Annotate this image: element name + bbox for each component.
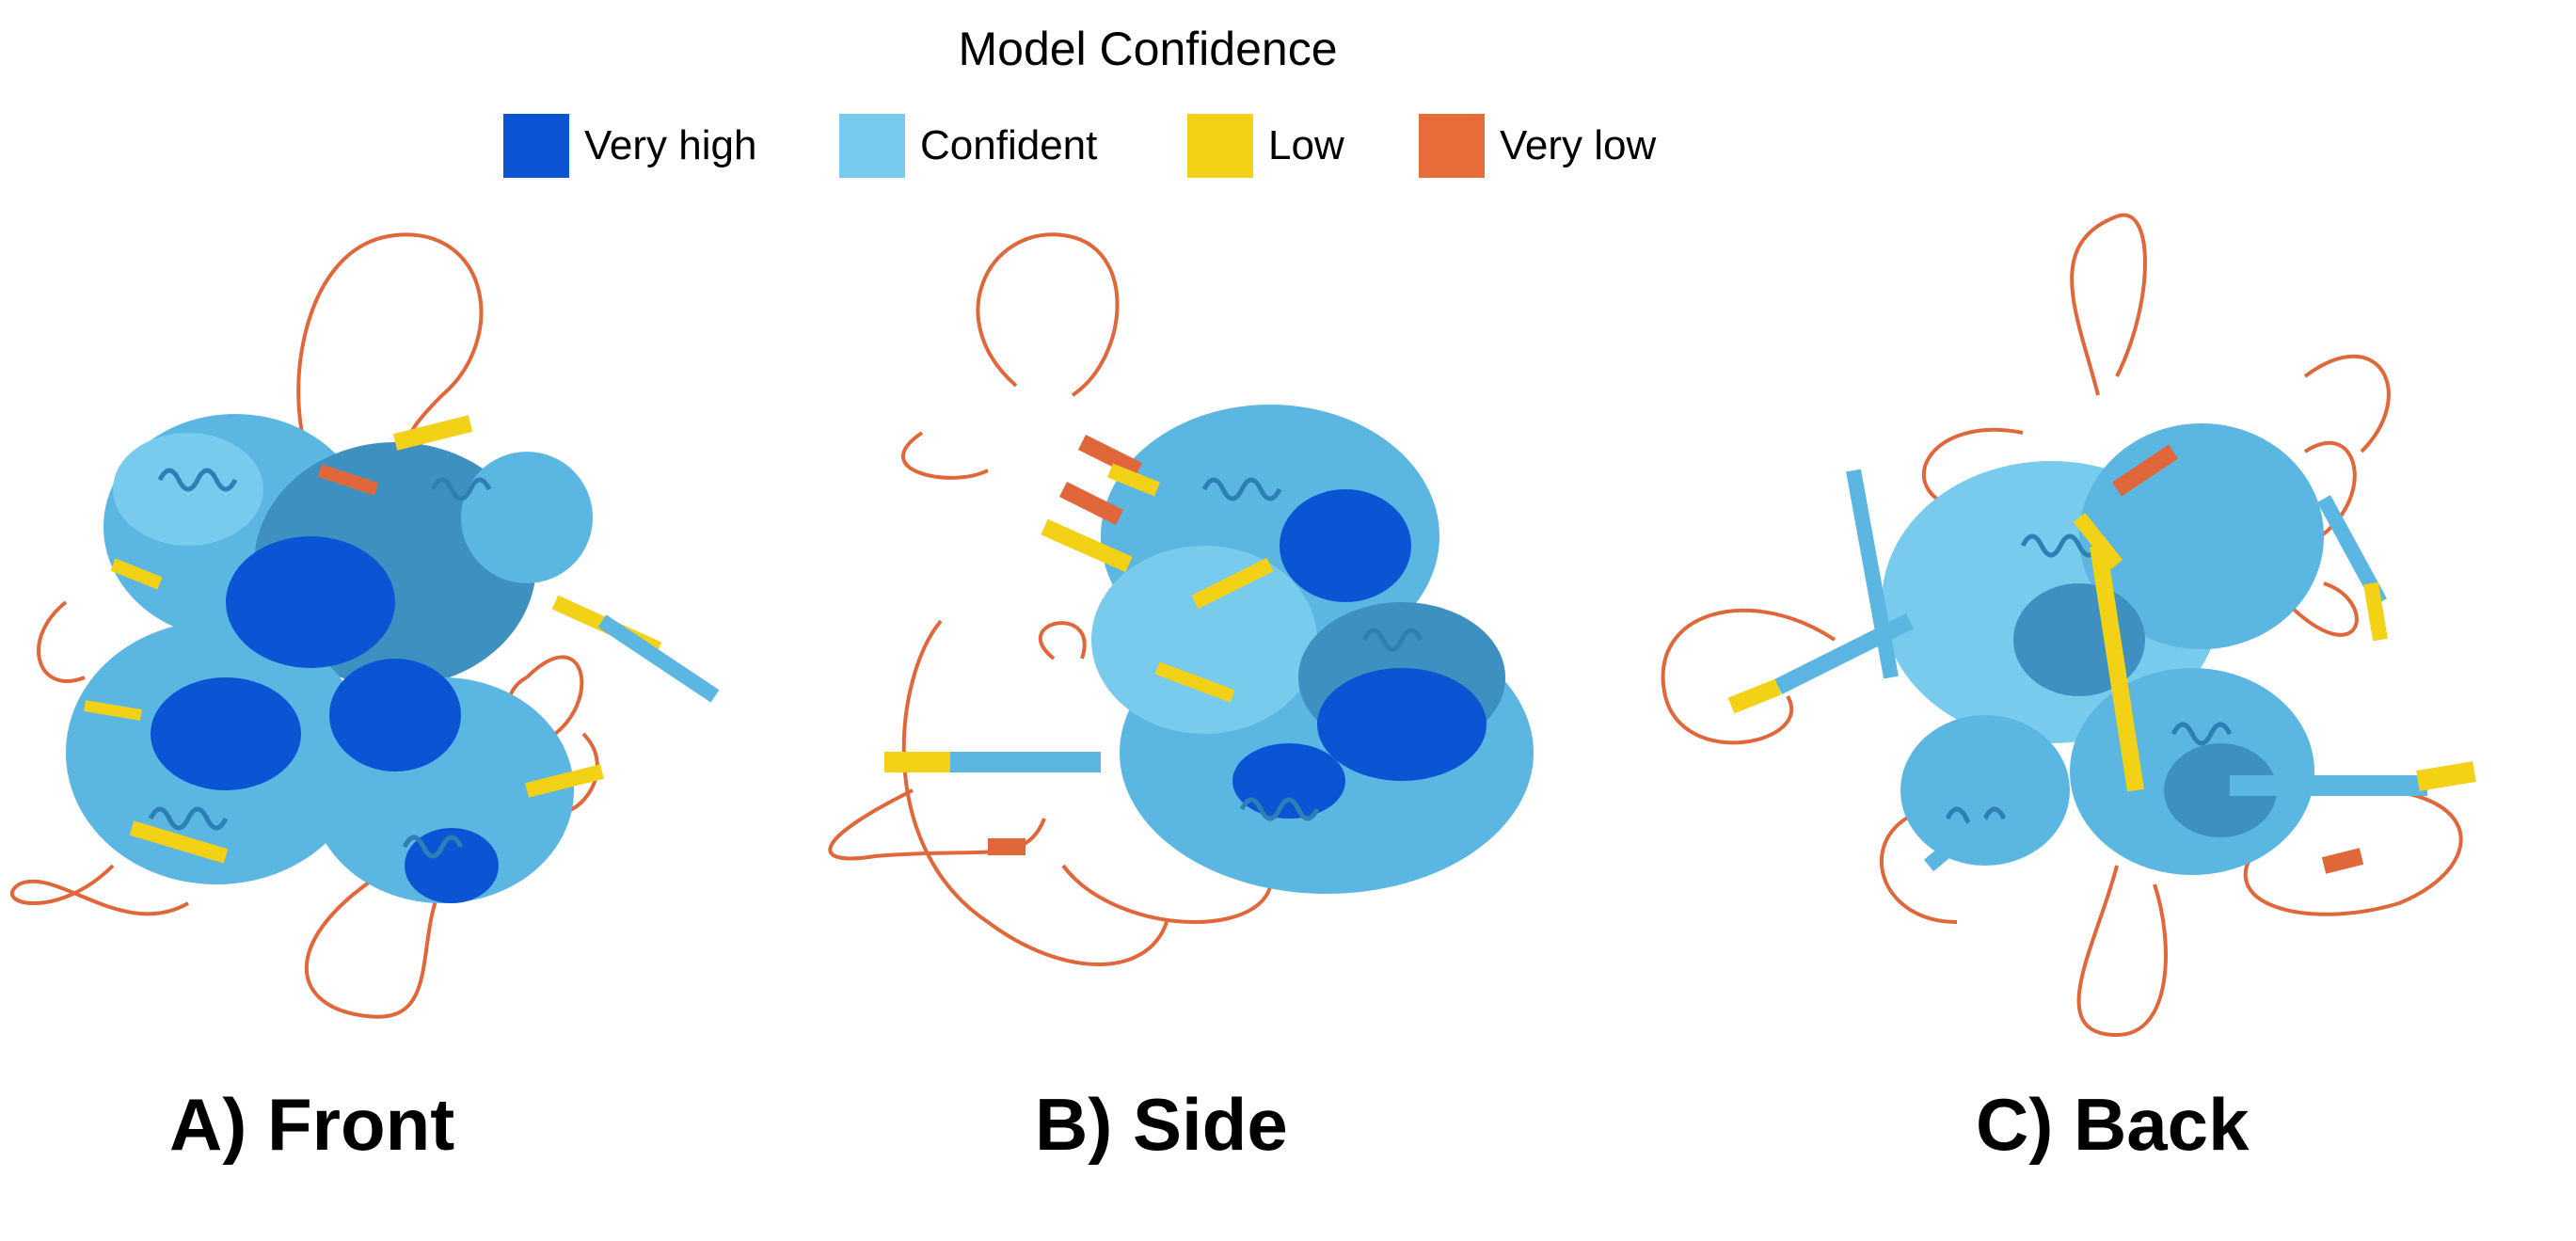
legend-swatch-very-high: [503, 114, 569, 178]
legend-title: Model Confidence: [958, 23, 1338, 75]
panel-side: B) Side: [800, 207, 1599, 1166]
legend-swatch-confident: [839, 114, 905, 178]
very-low-loops: [9, 232, 599, 1019]
very-high-core: [151, 536, 499, 903]
helix-coils: [148, 468, 492, 859]
legend-item-very-low: Very low: [1419, 113, 1656, 179]
legend-swatch-very-low: [1419, 114, 1485, 178]
legend-item-very-high: Very high: [503, 113, 756, 179]
panel-label-front: A) Front: [169, 1083, 455, 1166]
panel-front: A) Front: [0, 207, 753, 1166]
legend-item-confident: Confident: [839, 113, 1097, 179]
confident-regions: [1091, 405, 1534, 894]
helix-coils: [1201, 477, 1423, 821]
very-low-loops: [1661, 213, 2463, 1038]
low-helices: [84, 415, 720, 864]
panel-back: C) Back: [1646, 207, 2540, 1166]
legend-label: Very high: [584, 122, 757, 168]
panel-label-side: B) Side: [1035, 1083, 1288, 1166]
legend-label: Very low: [1500, 122, 1657, 168]
low-helices: [1727, 444, 2476, 874]
panel-label-back: C) Back: [1976, 1083, 2250, 1166]
protein-structure-front: [9, 232, 720, 1019]
low-helices: [884, 434, 1274, 855]
legend-label: Low: [1268, 122, 1344, 168]
very-high-core: [1232, 489, 1487, 819]
protein-structure-back: [1661, 213, 2476, 1038]
protein-structure-side: [828, 232, 1534, 966]
legend-swatch-low: [1187, 114, 1253, 178]
legend-item-low: Low: [1187, 113, 1344, 179]
confidence-legend: Very high Confident Low Very low: [0, 113, 2576, 188]
legend-label: Confident: [920, 122, 1098, 168]
